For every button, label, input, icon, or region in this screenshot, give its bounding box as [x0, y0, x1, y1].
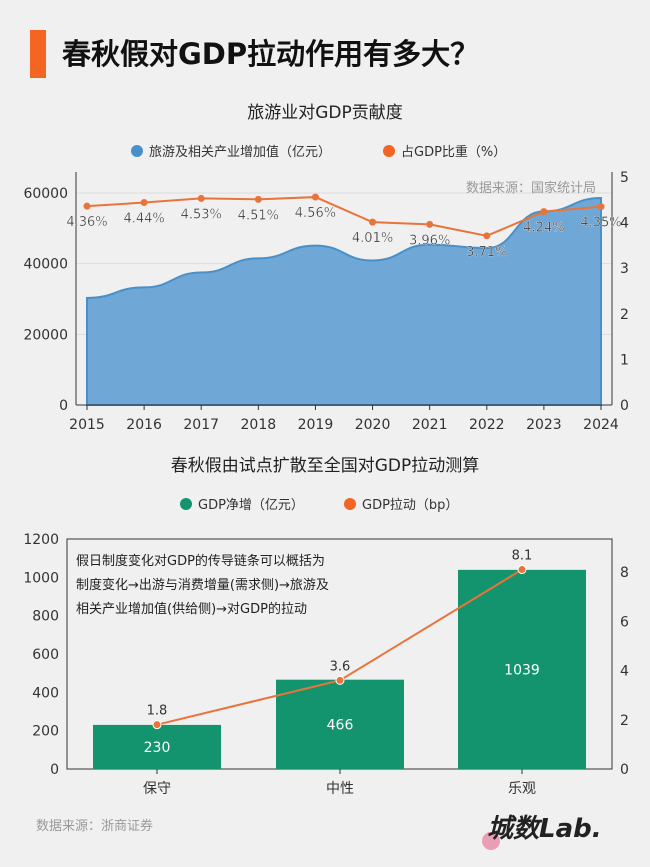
data-label: 4.51%	[238, 208, 279, 223]
x-tick-label: 2023	[526, 417, 562, 433]
source-annotation: 数据来源：国家统计局	[466, 180, 596, 196]
line-point	[517, 565, 527, 575]
bar-label: 230	[144, 740, 171, 756]
data-label: 4.44%	[123, 212, 164, 227]
line-point	[311, 193, 319, 201]
annotation-line: 制度变化→出游与消费增量(需求侧)→旅游及	[76, 577, 329, 593]
y-tick-label: 400	[32, 685, 59, 701]
line-point	[540, 208, 548, 216]
data-label: 4.01%	[352, 231, 393, 246]
data-label: 4.56%	[295, 206, 336, 221]
x-tick-label: 2024	[583, 417, 619, 433]
line-point	[335, 675, 345, 685]
line-point	[83, 202, 91, 210]
line-label: 1.8	[147, 704, 168, 719]
legend-marker-bar	[180, 498, 192, 510]
y-tick-label: 20000	[23, 327, 68, 343]
x-tick-label: 2015	[69, 417, 105, 433]
y2-tick-label: 6	[620, 614, 629, 630]
y-tick-label: 40000	[23, 257, 68, 273]
y2-tick-label: 4	[620, 664, 629, 680]
line-point	[369, 218, 377, 226]
x-tick-label: 2019	[298, 417, 334, 433]
logo: 城数Lab.	[487, 814, 602, 844]
line-point	[197, 194, 205, 202]
line-point	[140, 199, 148, 207]
bar	[276, 679, 404, 769]
y2-tick-label: 4	[620, 216, 629, 232]
y-tick-label: 60000	[23, 186, 68, 202]
y-tick-label: 0	[50, 762, 59, 778]
footer-source: 数据来源：浙商证券	[36, 819, 154, 834]
line-point	[426, 220, 434, 228]
logo-dot	[482, 832, 500, 850]
y-tick-label: 800	[32, 609, 59, 625]
x-tick-label: 2021	[412, 417, 448, 433]
y2-tick-label: 2	[620, 713, 629, 729]
legend-marker-line	[383, 145, 395, 157]
y2-tick-label: 0	[620, 762, 629, 778]
annotation-line: 相关产业增加值(供给侧)→对GDP的拉动	[76, 601, 307, 617]
y-tick-label: 1200	[23, 532, 59, 548]
y-tick-label: 0	[59, 398, 68, 414]
line-series	[86, 196, 602, 237]
y-tick-label: 200	[32, 724, 59, 740]
data-label: 4.36%	[66, 215, 107, 230]
legend-marker-area	[131, 145, 143, 157]
y2-tick-label: 3	[620, 261, 629, 277]
x-tick-label: 乐观	[508, 781, 536, 797]
chart-title: 春秋假由试点扩散至全国对GDP拉动测算	[171, 456, 480, 476]
x-tick-label: 2020	[355, 417, 391, 433]
line-label: 3.6	[330, 659, 351, 674]
bar	[93, 724, 221, 769]
bar	[458, 569, 586, 769]
bar-label: 466	[327, 717, 354, 733]
y-tick-label: 600	[32, 647, 59, 663]
x-tick-label: 2018	[241, 417, 277, 433]
title-accent-bar	[30, 30, 46, 78]
line-point	[254, 195, 262, 203]
chart-title: 旅游业对GDP贡献度	[247, 103, 403, 123]
data-label: 4.35%	[580, 216, 621, 231]
data-label: 3.71%	[466, 245, 507, 260]
page-title: 春秋假对GDP拉动作用有多大？	[62, 37, 480, 71]
legend-label-bar: GDP净增（亿元）	[198, 498, 304, 513]
data-label: 3.96%	[409, 233, 450, 248]
line-point	[152, 720, 162, 730]
legend-label-line: GDP拉动（bp）	[362, 498, 458, 513]
data-label: 4.53%	[181, 207, 222, 222]
x-tick-label: 2016	[126, 417, 162, 433]
annotation-line: 假日制度变化对GDP的传导链条可以概括为	[76, 553, 325, 569]
y-tick-label: 1000	[23, 570, 59, 586]
y2-tick-label: 5	[620, 170, 629, 186]
y2-tick-label: 0	[620, 398, 629, 414]
legend-label-line: 占GDP比重（%）	[401, 144, 506, 160]
line-label: 8.1	[512, 549, 533, 564]
y2-tick-label: 8	[620, 565, 629, 581]
x-tick-label: 保守	[143, 781, 171, 797]
legend-marker-line	[344, 498, 356, 510]
legend-label-area: 旅游及相关产业增加值（亿元）	[149, 144, 331, 160]
line-point	[597, 203, 605, 211]
bar-label: 1039	[504, 662, 540, 678]
x-tick-label: 中性	[326, 781, 354, 797]
x-tick-label: 2017	[183, 417, 219, 433]
x-tick-label: 2022	[469, 417, 505, 433]
data-label: 4.24%	[523, 221, 564, 236]
y2-tick-label: 2	[620, 307, 629, 323]
y2-tick-label: 1	[620, 352, 629, 368]
line-point	[483, 232, 491, 240]
